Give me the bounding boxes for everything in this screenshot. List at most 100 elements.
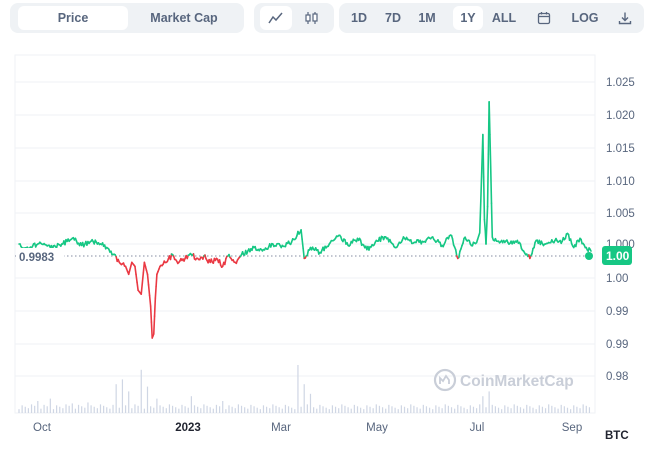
volume-bar — [46, 406, 48, 413]
quote-currency-label: BTC — [605, 430, 629, 442]
volume-bar — [190, 396, 192, 413]
volume-bar — [115, 384, 117, 413]
volume-bar — [331, 405, 334, 413]
volume-bar — [272, 404, 274, 413]
volume-bar — [225, 409, 227, 413]
volume-bar — [59, 406, 61, 413]
log-scale-button[interactable]: LOG — [565, 6, 605, 30]
volume-bar — [228, 405, 230, 413]
view-toggle: Price Market Cap — [10, 3, 244, 33]
volume-bar — [523, 408, 525, 413]
date-range-button[interactable] — [527, 6, 561, 30]
price-segment — [483, 218, 487, 231]
range-7d-label: 7D — [385, 11, 401, 25]
tab-price[interactable]: Price — [18, 6, 128, 30]
range-7d-button[interactable]: 7D — [377, 6, 409, 30]
price-segment — [485, 205, 489, 227]
price-segment — [146, 273, 150, 286]
volume-bar — [21, 405, 23, 413]
line-chart-button[interactable] — [260, 6, 292, 30]
volume-bar — [134, 404, 136, 413]
volume-bar — [460, 406, 462, 413]
volume-bar — [397, 409, 399, 413]
volume-bar — [407, 408, 409, 413]
range-toggle: 1D 7D 1M 1Y ALL LOG — [339, 3, 644, 33]
volume-bar — [507, 406, 509, 413]
volume-bar — [77, 404, 80, 413]
price-segment — [149, 305, 153, 323]
volume-bar — [294, 409, 296, 413]
volume-bar — [532, 407, 534, 413]
price-segment — [134, 265, 137, 276]
candlestick-button[interactable] — [296, 6, 328, 30]
volume-bar — [159, 405, 161, 413]
volume-bar — [18, 409, 20, 413]
volume-bar — [519, 407, 522, 413]
price-segment — [136, 281, 139, 292]
y-tick-label: 0.98 — [606, 371, 628, 383]
volume-bar — [385, 408, 387, 413]
chart-grid — [14, 54, 596, 414]
price-segment — [192, 253, 196, 260]
range-1y-button[interactable]: 1Y — [453, 6, 483, 30]
volume-bar — [560, 404, 562, 413]
chart-frame — [14, 54, 596, 414]
volume-bar — [504, 405, 506, 413]
volume-bar — [24, 406, 26, 413]
price-segment — [224, 258, 227, 266]
volume-bar — [501, 409, 503, 413]
volume-bar — [62, 408, 64, 413]
x-tick-label: Jul — [470, 422, 485, 434]
price-segment — [300, 229, 303, 241]
volume-bar — [554, 407, 556, 413]
price-segment — [154, 285, 157, 299]
price-segment — [533, 241, 536, 249]
x-tick-label: Oct — [33, 422, 52, 434]
volume-bar — [87, 402, 89, 413]
price-segment — [575, 240, 578, 248]
price-segment — [489, 133, 492, 169]
price-segment — [218, 259, 222, 266]
volume-bar — [510, 408, 512, 413]
price-segment — [148, 294, 152, 307]
tab-market-cap[interactable]: Market Cap — [130, 6, 238, 30]
volume-bar — [244, 407, 246, 413]
volume-bar — [491, 404, 493, 413]
volume-bar — [106, 407, 108, 413]
volume-bar — [488, 391, 490, 413]
volume-bar — [237, 404, 239, 413]
volume-bar — [215, 404, 218, 413]
log-scale-label: LOG — [571, 11, 599, 25]
download-button[interactable] — [609, 6, 641, 30]
range-1m-label: 1M — [418, 11, 436, 25]
volume-bar — [313, 407, 315, 413]
volume-bar — [338, 408, 340, 413]
volume-bar — [479, 404, 481, 413]
volume-bar — [109, 408, 111, 413]
price-segment — [147, 284, 151, 297]
volume-bar — [416, 407, 418, 413]
volume-bar — [573, 405, 575, 413]
x-tick-label: May — [366, 422, 388, 434]
range-1d-button[interactable]: 1D — [343, 6, 375, 30]
price-segment — [169, 253, 173, 261]
y-tick-label: 1.025 — [606, 77, 635, 89]
current-price-badge — [602, 246, 632, 265]
tab-market-cap-label: Market Cap — [150, 11, 218, 25]
volume-bar — [482, 396, 484, 413]
volume-bar — [454, 408, 456, 413]
volume-bar — [403, 406, 406, 413]
volume-bar — [209, 407, 211, 413]
range-all-button[interactable]: ALL — [485, 6, 523, 30]
volume-bar — [378, 405, 381, 413]
price-segment — [486, 153, 490, 208]
volume-bar — [381, 407, 384, 413]
volume-bar — [297, 365, 299, 413]
volume-bar — [250, 404, 252, 413]
volume-bar — [538, 405, 540, 413]
reference-value-label: 0.9983 — [19, 252, 54, 264]
range-1m-button[interactable]: 1M — [411, 6, 443, 30]
volume-bar — [582, 404, 584, 413]
volume-bar — [156, 398, 158, 413]
